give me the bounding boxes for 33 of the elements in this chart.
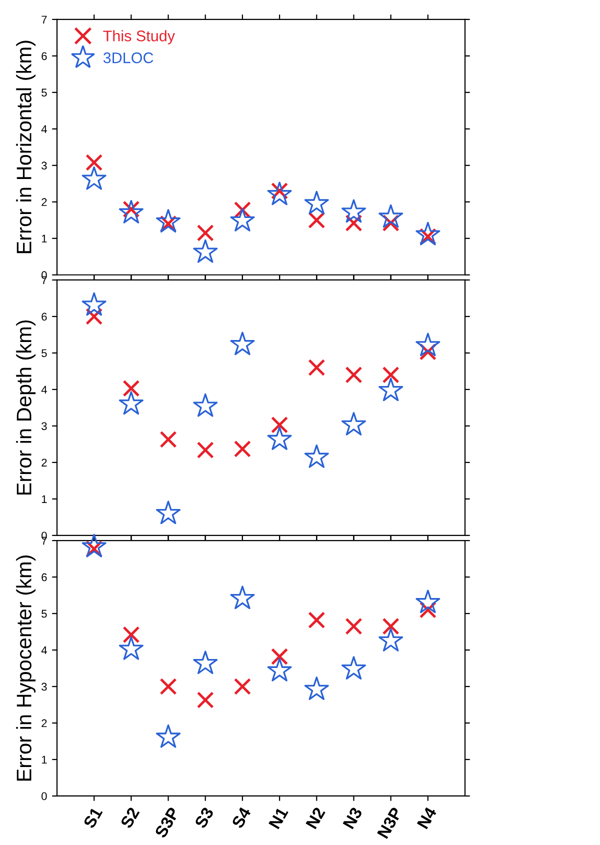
y-tick-label: 2 bbox=[42, 198, 47, 206]
y-axis-title: Error in Horizontal (km) bbox=[16, 40, 36, 254]
x-tick-label: S4 bbox=[231, 806, 252, 830]
y-axis-title: Error in Depth (km) bbox=[16, 320, 36, 495]
y-tick-label: 4 bbox=[41, 125, 47, 133]
y-tick-label: 3 bbox=[42, 682, 47, 691]
y-tick-label: 6 bbox=[42, 573, 47, 582]
y-axis-title: Error in Hypocenter (km) bbox=[16, 556, 36, 781]
y-tick-label: 2 bbox=[42, 458, 47, 466]
x-tick-label: N3 bbox=[342, 806, 363, 830]
y-tick-label: 1 bbox=[42, 495, 47, 503]
y-tick-label: 7 bbox=[42, 16, 47, 24]
x-tick-label: N1 bbox=[268, 806, 288, 830]
x-tick-label: S2 bbox=[120, 806, 140, 830]
y-tick-label: 4 bbox=[41, 386, 47, 394]
y-tick-label: 3 bbox=[42, 162, 47, 170]
x-tick-label: N2 bbox=[306, 806, 326, 830]
y-tick-label: 4 bbox=[41, 646, 47, 654]
y-tick-label: 1 bbox=[42, 234, 47, 242]
legend-label: This Study bbox=[103, 30, 175, 44]
y-tick-label: 5 bbox=[42, 349, 47, 358]
y-tick-label: 1 bbox=[42, 756, 47, 764]
y-tick-label: 3 bbox=[42, 422, 47, 430]
legend-label: 3DLOC bbox=[103, 52, 154, 64]
x-tick-label: S3 bbox=[194, 806, 214, 830]
x-tick-label: N4 bbox=[416, 806, 437, 830]
x-tick-label: S1 bbox=[82, 806, 103, 830]
y-tick-label: 5 bbox=[42, 610, 47, 618]
y-tick-label: 0 bbox=[42, 792, 47, 800]
y-tick-label: 6 bbox=[42, 52, 47, 60]
y-tick-label: 2 bbox=[42, 719, 47, 728]
y-tick-label: 5 bbox=[42, 88, 47, 97]
y-tick-label: 6 bbox=[42, 312, 47, 321]
